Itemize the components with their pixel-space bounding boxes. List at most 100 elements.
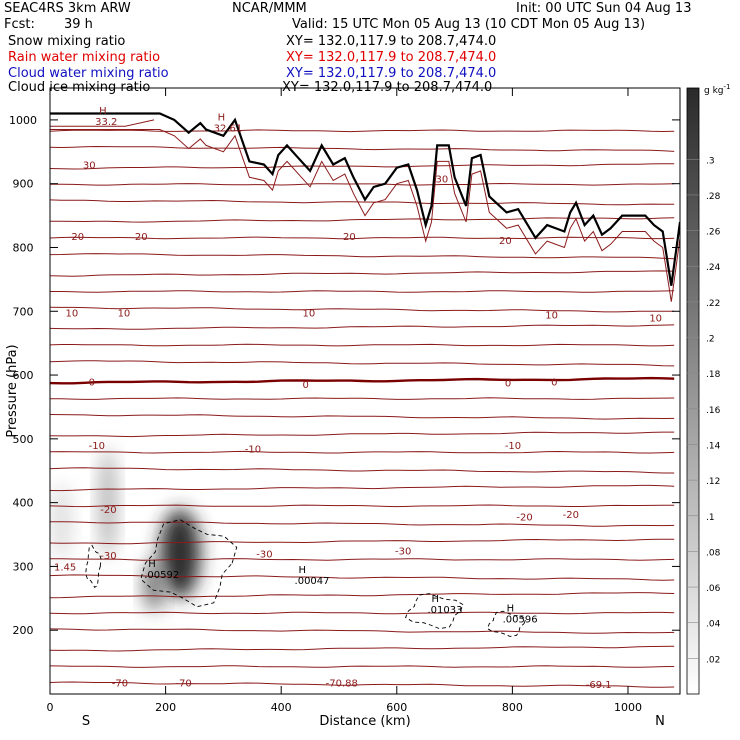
high-marker: H: [99, 106, 107, 117]
isotherm-contour: [50, 681, 675, 688]
colorbar-tick-label: .16: [706, 406, 721, 416]
isotherm-contour: [50, 574, 675, 581]
colorbar-tick-label: .14: [706, 441, 721, 451]
plot-frame: [49, 87, 681, 695]
colorbar-unit: g kg-1: [704, 83, 730, 96]
contour-label: 30: [435, 175, 448, 186]
isotherm-contour: [50, 343, 675, 347]
contour-label: -70: [112, 679, 128, 690]
y-tick-label: 200: [13, 624, 34, 637]
isotherm-contour: [50, 645, 675, 652]
valid-time: Valid: 15 UTC Mon 05 Aug 13 (10 CDT Mon …: [292, 17, 646, 32]
high-value: .01033: [427, 605, 462, 616]
contour-label: -30: [256, 550, 272, 561]
isotherm-contour: [50, 145, 675, 152]
cloud-ice-contour: [85, 544, 102, 589]
high-marker: H: [148, 559, 156, 570]
x-tick-label: 800: [502, 701, 523, 714]
isotherm-contour: [50, 324, 675, 330]
cloud-ice-contour: [486, 610, 527, 637]
contour-label: 10: [545, 310, 558, 321]
y-tick-label: 600: [13, 369, 34, 382]
isotherm-contour: [50, 504, 675, 508]
isotherm-contour: [50, 538, 675, 545]
colorbar: [686, 87, 700, 695]
contour-label: -69.1: [586, 680, 612, 691]
isotherm-contour: [50, 414, 675, 420]
x-tick-label: 400: [271, 701, 292, 714]
x-tick-label: 0: [47, 701, 54, 714]
model-title: SEAC4RS 3km ARW: [4, 1, 131, 16]
x-axis-label: Distance (km): [319, 714, 410, 729]
isotherm-contour: [50, 253, 675, 260]
isotherm-contour: [50, 431, 675, 438]
isotherm-contour: [50, 628, 675, 634]
y-axis-label: Pressure (hPa): [5, 344, 20, 437]
isotherm-contour: [50, 306, 675, 313]
field-snow-name: Snow mixing ratio: [8, 34, 126, 49]
high-value: 32.61: [214, 123, 243, 134]
contour-label: -10: [245, 444, 261, 455]
isotherm-contour: [50, 129, 675, 133]
isotherm-contour: [50, 611, 675, 615]
field-rain-xy: XY= 132.0,117.9 to 208.7,474.0: [286, 50, 497, 65]
colorbar-tick-label: .18: [706, 370, 721, 380]
isotherm-33-contour: [50, 119, 155, 127]
isotherm-contour: [50, 665, 675, 668]
colorbar-tick-label: .22: [706, 299, 720, 309]
isotherm-contour: [50, 199, 675, 206]
isotherm-contour: [50, 484, 675, 492]
isotherm-contour: [50, 163, 675, 170]
contour-label: 20: [135, 232, 148, 243]
y-tick-label: 500: [13, 433, 34, 446]
contour-label: -20: [100, 505, 116, 516]
x-tick-label: 600: [386, 701, 407, 714]
contour-label: 10: [649, 314, 662, 325]
contour-label: -30: [100, 551, 116, 562]
contour-label: 0: [89, 377, 95, 388]
high-marker: H: [431, 594, 439, 605]
contour-label: 10: [66, 309, 79, 320]
snow-shading: [143, 560, 165, 612]
isotherm-contour: [50, 558, 675, 561]
field-cloud-water-name: Cloud water mixing ratio: [8, 66, 169, 81]
isotherm-contour: [50, 592, 675, 599]
contour-label: -10: [89, 441, 105, 452]
field-cloud-water-xy: XY= 132.0,117.9 to 208.7,474.0: [286, 66, 497, 81]
colorbar-tick-label: .04: [706, 620, 721, 630]
y-tick-label: 800: [13, 241, 34, 254]
cloud-ice-contour: [405, 593, 464, 630]
cloud-ice-contour: [140, 519, 238, 608]
contour-label: 20: [71, 232, 84, 243]
isotherm-contour: [50, 521, 675, 527]
contour-label: 0: [303, 380, 309, 391]
x-end-label-north: N: [655, 714, 665, 729]
x-tick-label: 200: [155, 701, 176, 714]
isotherm-contour: [50, 450, 675, 454]
y-tick-label: 300: [13, 560, 34, 573]
colorbar-tick-label: .02: [706, 655, 720, 665]
x-end-label-south: S: [82, 714, 90, 729]
x-tick-label: 1000: [614, 701, 642, 714]
contour-label: -70.88: [326, 679, 358, 690]
y-tick-label: 1000: [9, 114, 37, 127]
colorbar-tick-label: .1: [706, 513, 715, 523]
isotherm-contour: [50, 217, 675, 223]
terrain-line: [50, 112, 680, 286]
contour-label: -20: [563, 510, 579, 521]
high-marker: H: [507, 603, 515, 614]
forecast-label: Fcst:: [4, 17, 35, 32]
contour-label: 0: [551, 377, 557, 388]
isotherm-contour: [50, 182, 675, 186]
colorbar-tick-label: .3: [706, 156, 715, 166]
contour-label: 1.45: [54, 562, 76, 573]
isotherm-contour: [50, 467, 675, 474]
colorbar-tick-label: .06: [706, 584, 721, 594]
y-tick-label: 700: [13, 305, 34, 318]
contour-label: 20: [499, 236, 512, 247]
isotherm-contour: [50, 290, 675, 293]
contour-label: 10: [118, 309, 131, 320]
high-marker: H: [218, 112, 226, 123]
org-label: NCAR/MMM: [232, 1, 307, 16]
